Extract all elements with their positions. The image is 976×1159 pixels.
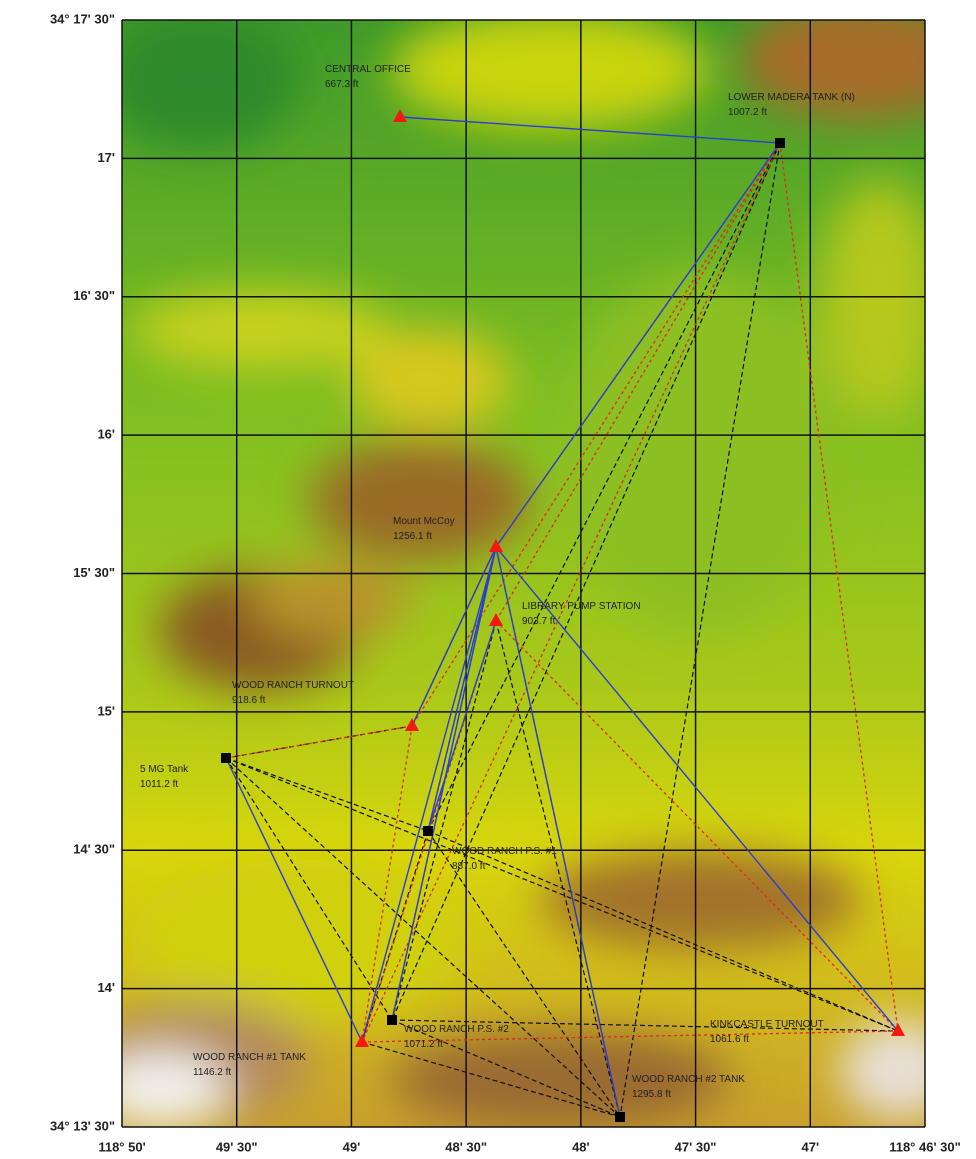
lat-label: 16' 30" bbox=[73, 288, 115, 303]
lon-label: 48' bbox=[572, 1139, 590, 1154]
lon-label: 49' bbox=[343, 1139, 361, 1154]
site-name: Mount McCoy bbox=[393, 516, 455, 527]
lat-label: 16' bbox=[97, 427, 115, 442]
site-name: CENTRAL OFFICE bbox=[325, 64, 411, 75]
site-elevation: 667.3 ft bbox=[325, 79, 359, 90]
site-name: KINKCASTLE TURNOUT bbox=[710, 1019, 824, 1030]
lat-label: 17' bbox=[97, 150, 115, 165]
lat-label: 15' bbox=[97, 703, 115, 718]
site-name: WOOD RANCH #2 TANK bbox=[632, 1074, 745, 1085]
lat-label: 15' 30" bbox=[73, 565, 115, 580]
site-elevation: 1011.2 ft bbox=[140, 779, 178, 790]
lat-label: 34° 13' 30" bbox=[50, 1118, 115, 1133]
site-name: WOOD RANCH TURNOUT bbox=[232, 680, 354, 691]
site-elevation: 1295.8 ft bbox=[632, 1089, 671, 1100]
site-elevation: 1071.2 ft bbox=[404, 1039, 443, 1050]
site-name: 5 MG Tank bbox=[140, 764, 189, 775]
site-name: WOOD RANCH #1 TANK bbox=[193, 1052, 306, 1063]
site-marker bbox=[221, 753, 231, 763]
site-name: LOWER MADERA TANK (N) bbox=[728, 92, 855, 103]
map: CENTRAL OFFICE 667.3 ft LOWER MADERA TANK … bbox=[0, 0, 976, 1159]
site-elevation: 1256.1 ft bbox=[393, 531, 432, 542]
lon-label: 118° 46' 30" bbox=[889, 1139, 961, 1154]
site-marker bbox=[615, 1112, 625, 1122]
lat-label: 14' 30" bbox=[73, 842, 115, 857]
page: CENTRAL OFFICE 667.3 ft LOWER MADERA TANK … bbox=[0, 0, 976, 1159]
site-elevation: 918.6 ft bbox=[232, 695, 266, 706]
site-elevation: 903.7 ft bbox=[522, 616, 556, 627]
site-marker bbox=[775, 138, 785, 148]
site-elevation: 1061.6 ft bbox=[710, 1034, 749, 1045]
lat-label: 14' bbox=[97, 980, 115, 995]
site-name: WOOD RANCH P.S. #2 bbox=[404, 1024, 509, 1035]
lon-label: 47' bbox=[802, 1139, 820, 1154]
site-name: LIBRARY PUMP STATION bbox=[522, 601, 641, 612]
lon-label: 49' 30" bbox=[216, 1139, 258, 1154]
terrain bbox=[90, 0, 976, 1130]
site-marker bbox=[423, 826, 433, 836]
site-elevation: 887.0 ft bbox=[452, 861, 486, 872]
lon-label: 48' 30" bbox=[445, 1139, 487, 1154]
site-elevation: 1007.2 ft bbox=[728, 107, 767, 118]
site-name: WOOD RANCH P.S. #1 bbox=[452, 846, 557, 857]
lat-label: 34° 17' 30" bbox=[50, 11, 115, 26]
lon-label: 47' 30" bbox=[675, 1139, 717, 1154]
site-marker bbox=[387, 1015, 397, 1025]
lon-label: 118° 50' bbox=[98, 1139, 145, 1154]
site-elevation: 1146.2 ft bbox=[193, 1067, 231, 1078]
